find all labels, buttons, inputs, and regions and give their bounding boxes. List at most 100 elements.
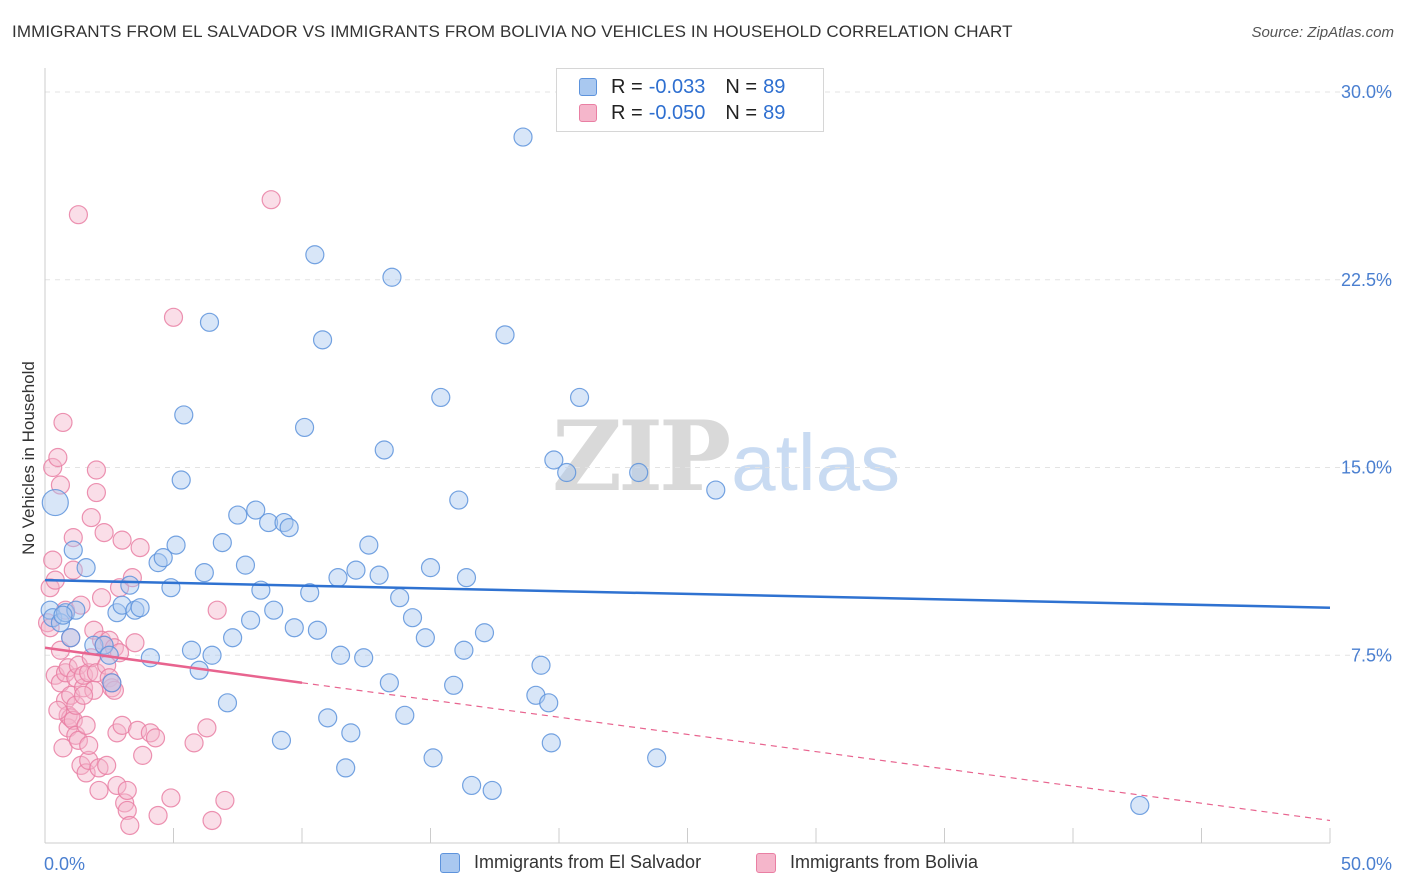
point-el-salvador — [76, 558, 96, 578]
point-bolivia — [53, 738, 73, 758]
point-bolivia — [120, 815, 140, 836]
point-bolivia — [207, 600, 227, 620]
point-el-salvador — [153, 548, 173, 568]
point-el-salvador — [41, 488, 69, 517]
point-el-salvador — [199, 312, 220, 332]
point-bolivia — [86, 460, 107, 480]
stats-legend: R = -0.033 N = 89 R = -0.050 N = 89 — [556, 68, 824, 132]
point-bolivia — [76, 763, 96, 783]
point-el-salvador — [495, 325, 515, 345]
point-bolivia — [104, 680, 124, 700]
point-bolivia — [66, 695, 86, 715]
point-el-salvador — [557, 462, 577, 483]
point-bolivia — [68, 205, 89, 225]
point-bolivia — [261, 190, 281, 210]
point-el-salvador — [513, 127, 533, 147]
y-tick-label: 15.0% — [1341, 458, 1392, 478]
point-el-salvador — [374, 440, 394, 460]
point-el-salvador — [444, 675, 464, 695]
point-bolivia — [184, 733, 204, 753]
legend-n-label: N = — [725, 101, 758, 124]
legend-r-label: R = — [611, 101, 643, 124]
trendline-bolivia-extrapolated — [301, 682, 1331, 822]
legend-r-value: -0.050 — [648, 101, 706, 124]
series-label-el-salvador: Immigrants from El Salvador — [474, 852, 702, 872]
point-bolivia — [94, 522, 114, 543]
legend-swatch-blue — [579, 78, 597, 96]
point-bolivia — [68, 730, 89, 750]
point-bolivia — [63, 710, 83, 730]
point-el-salvador — [174, 405, 194, 425]
point-bolivia — [107, 775, 127, 796]
point-bolivia — [79, 735, 99, 755]
point-el-salvador — [217, 693, 238, 713]
axis-layer — [44, 68, 1331, 844]
point-bolivia — [148, 805, 168, 826]
y-tick-label: 30.0% — [1341, 82, 1392, 102]
point-bolivia — [91, 588, 112, 608]
point-el-salvador — [194, 563, 214, 583]
point-bolivia — [133, 745, 153, 765]
point-el-salvador — [454, 640, 474, 660]
point-el-salvador — [312, 330, 333, 350]
point-el-salvador — [307, 620, 328, 640]
point-el-salvador — [181, 640, 202, 660]
legend-swatch-pink — [579, 104, 597, 122]
point-el-salvador — [271, 730, 292, 750]
point-el-salvador — [482, 780, 502, 801]
point-el-salvador — [305, 245, 325, 265]
point-bolivia — [48, 447, 68, 468]
point-el-salvador — [423, 748, 443, 768]
point-el-salvador — [284, 618, 304, 638]
point-el-salvador — [382, 267, 402, 287]
point-el-salvador — [120, 575, 140, 595]
point-el-salvador — [415, 628, 435, 648]
trendline-bolivia — [44, 646, 303, 685]
trend-layer — [44, 578, 1331, 822]
point-bolivia — [161, 788, 181, 808]
point-bolivia — [145, 728, 166, 748]
point-bolivia — [89, 780, 109, 801]
point-el-salvador — [94, 635, 114, 655]
y-tick-label: 22.5% — [1341, 270, 1392, 290]
points-layer — [37, 127, 1150, 836]
legend-r-label: R = — [611, 75, 643, 98]
point-el-salvador — [40, 600, 60, 620]
point-bolivia — [76, 715, 96, 735]
point-el-salvador — [223, 628, 243, 648]
point-bolivia — [125, 633, 145, 653]
point-el-salvador — [318, 708, 338, 728]
point-el-salvador — [462, 775, 482, 796]
point-el-salvador — [395, 705, 415, 725]
chart-title: IMMIGRANTS FROM EL SALVADOR VS IMMIGRANT… — [12, 22, 1013, 41]
point-bolivia — [48, 700, 68, 720]
point-el-salvador — [354, 648, 374, 668]
y-tick-label: 7.5% — [1351, 645, 1392, 665]
point-el-salvador — [706, 480, 726, 500]
point-bolivia — [53, 412, 73, 433]
point-el-salvador — [202, 645, 222, 665]
series-legend: Immigrants from El Salvador Immigrants f… — [0, 850, 1406, 880]
point-bolivia — [215, 790, 235, 811]
point-bolivia — [89, 758, 109, 778]
point-el-salvador — [539, 693, 559, 713]
point-el-salvador — [66, 600, 86, 620]
point-bolivia — [66, 668, 86, 688]
point-bolivia — [97, 755, 117, 775]
legend-row-bolivia: R = -0.050 N = 89 — [579, 101, 785, 125]
label-layer: 7.5% 15.0% 22.5% 30.0% 0.0% 50.0% No Vehicles … — [19, 82, 1392, 874]
point-bolivia — [130, 538, 150, 558]
point-el-salvador — [61, 628, 81, 648]
point-el-salvador — [359, 535, 379, 555]
point-bolivia — [66, 725, 86, 745]
point-el-salvador — [1130, 795, 1150, 816]
point-el-salvador — [171, 470, 191, 490]
x-tick-label-max: 50.0% — [1341, 854, 1392, 874]
point-el-salvador — [50, 613, 71, 633]
point-el-salvador — [456, 568, 477, 588]
point-bolivia — [73, 685, 94, 705]
point-el-salvador — [130, 598, 150, 618]
point-el-salvador — [647, 748, 667, 768]
point-el-salvador — [102, 673, 122, 693]
